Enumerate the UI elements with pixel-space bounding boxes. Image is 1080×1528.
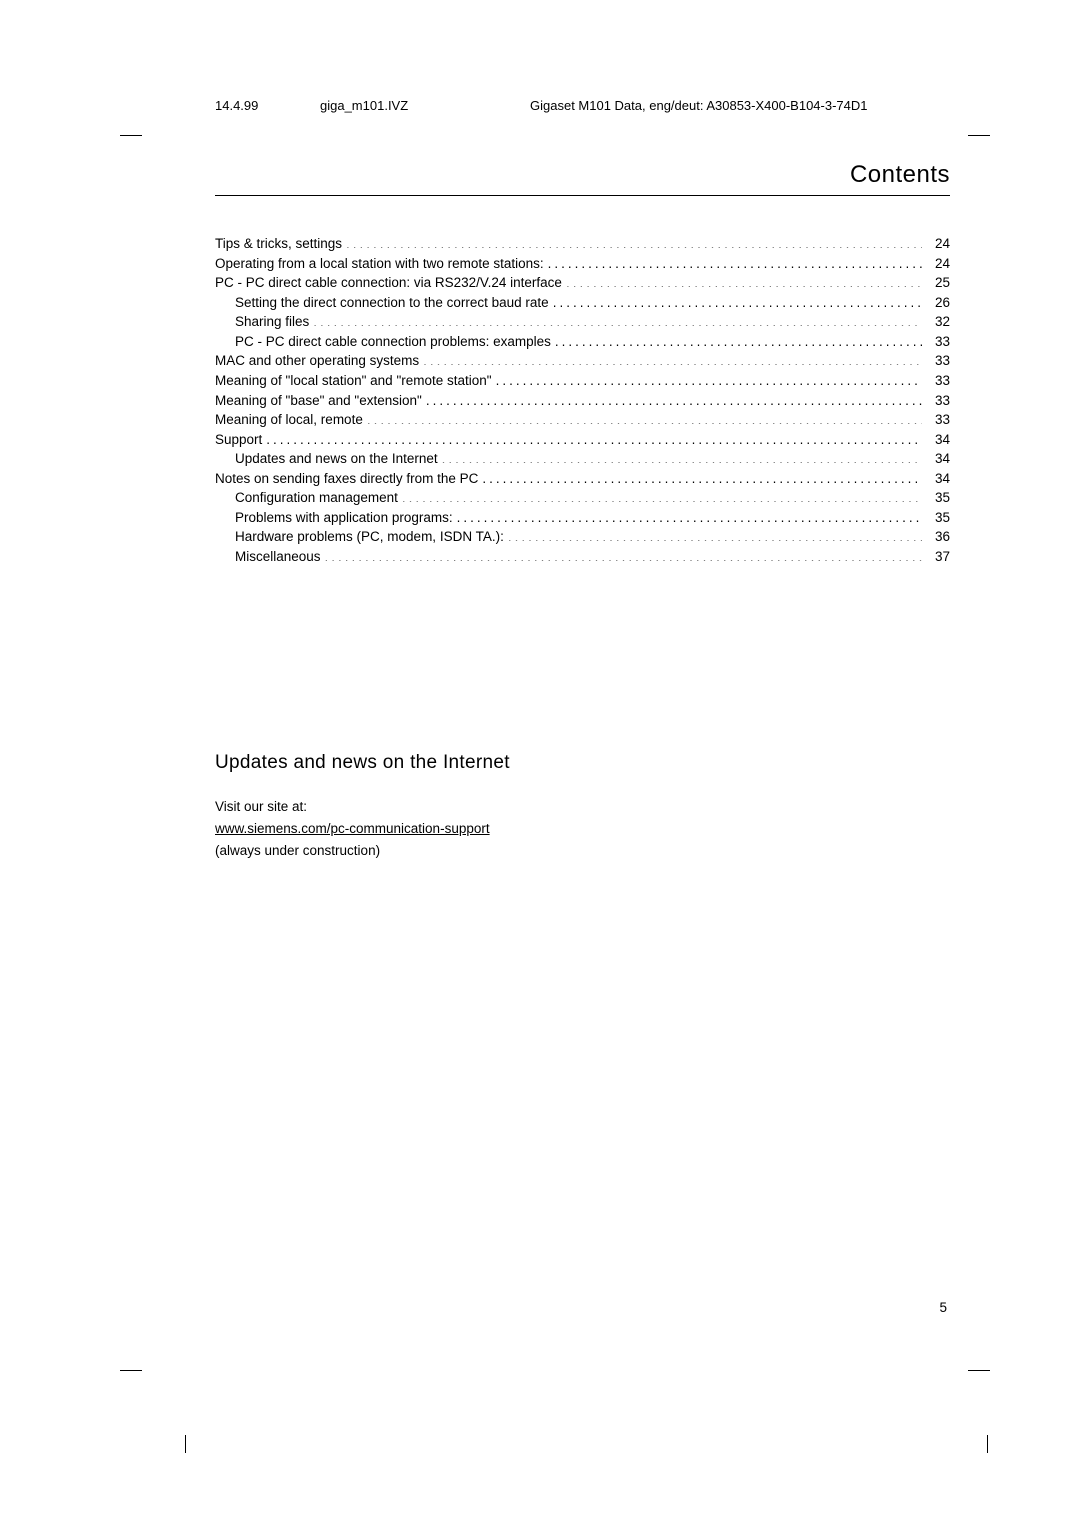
toc-page: 34	[926, 430, 950, 450]
toc-label: Meaning of "local station" and "remote s…	[215, 371, 492, 391]
toc-label: Operating from a local station with two …	[215, 254, 544, 274]
contents-title: Contents	[215, 161, 950, 196]
toc-page: 33	[926, 410, 950, 430]
toc-row: Support 34	[215, 430, 950, 450]
crop-mark-br	[968, 1370, 990, 1371]
section-title: Updates and news on the Internet	[215, 752, 950, 774]
toc-row: Meaning of "local station" and "remote s…	[215, 371, 950, 391]
crop-mark-tl	[120, 135, 142, 136]
toc-label: Tips & tricks, settings	[215, 234, 342, 254]
toc-label: Configuration management	[235, 488, 398, 508]
toc-page: 33	[926, 371, 950, 391]
toc-label: Meaning of "base" and "extension"	[215, 391, 422, 411]
toc-page: 33	[926, 332, 950, 352]
toc-dots	[426, 391, 922, 405]
toc-dots	[508, 528, 922, 542]
section-body: Visit our site at: www.siemens.com/pc-co…	[215, 796, 950, 863]
toc-page: 35	[926, 508, 950, 528]
page-number: 5	[939, 1300, 947, 1315]
toc-dots	[402, 489, 922, 503]
toc-row: Tips & tricks, settings 24	[215, 234, 950, 254]
toc-dots	[313, 313, 922, 327]
toc-label: Setting the direct connection to the cor…	[235, 293, 549, 313]
toc-dots	[457, 508, 922, 522]
toc-page: 35	[926, 488, 950, 508]
toc-row: Meaning of local, remote 33	[215, 410, 950, 430]
toc-row: Setting the direct connection to the cor…	[215, 293, 950, 313]
toc-page: 25	[926, 273, 950, 293]
toc-dots	[496, 371, 922, 385]
header-row: 14.4.99 giga_m101.IVZ Gigaset M101 Data,…	[215, 98, 950, 113]
crop-tick-left	[185, 1435, 186, 1453]
toc-label: Problems with application programs:	[235, 508, 453, 528]
toc-dots	[423, 352, 922, 366]
toc-page: 33	[926, 351, 950, 371]
toc-label: Meaning of local, remote	[215, 410, 363, 430]
construction-note: (always under construction)	[215, 840, 950, 862]
toc-row: PC - PC direct cable connection problems…	[215, 332, 950, 352]
header-date: 14.4.99	[215, 98, 320, 113]
table-of-contents: Tips & tricks, settings 24 Operating fro…	[215, 234, 950, 567]
toc-label: PC - PC direct cable connection problems…	[235, 332, 551, 352]
toc-label: Sharing files	[235, 312, 309, 332]
toc-row: MAC and other operating systems 33	[215, 351, 950, 371]
toc-row: Miscellaneous 37	[215, 547, 950, 567]
toc-dots	[367, 411, 922, 425]
toc-dots	[553, 293, 922, 307]
toc-row: PC - PC direct cable connection: via RS2…	[215, 273, 950, 293]
toc-page: 32	[926, 312, 950, 332]
toc-label: PC - PC direct cable connection: via RS2…	[215, 273, 562, 293]
toc-label: Miscellaneous	[235, 547, 321, 567]
toc-dots	[566, 274, 922, 288]
site-url: www.siemens.com/pc-communication-support	[215, 818, 950, 840]
toc-page: 26	[926, 293, 950, 313]
toc-dots	[482, 469, 922, 483]
crop-tick-right	[987, 1435, 988, 1453]
toc-dots	[266, 430, 922, 444]
toc-page: 24	[926, 234, 950, 254]
toc-label: Updates and news on the Internet	[235, 449, 438, 469]
toc-dots	[555, 332, 922, 346]
toc-page: 37	[926, 547, 950, 567]
toc-label: MAC and other operating systems	[215, 351, 419, 371]
toc-page: 34	[926, 469, 950, 489]
toc-dots	[548, 254, 922, 268]
crop-mark-bl	[120, 1370, 142, 1371]
toc-row: Configuration management 35	[215, 488, 950, 508]
toc-row: Updates and news on the Internet 34	[215, 449, 950, 469]
page-container: 14.4.99 giga_m101.IVZ Gigaset M101 Data,…	[0, 0, 1080, 862]
header-file: giga_m101.IVZ	[320, 98, 530, 113]
toc-page: 33	[926, 391, 950, 411]
visit-text: Visit our site at:	[215, 796, 950, 818]
toc-row: Problems with application programs: 35	[215, 508, 950, 528]
toc-row: Notes on sending faxes directly from the…	[215, 469, 950, 489]
toc-row: Operating from a local station with two …	[215, 254, 950, 274]
toc-label: Hardware problems (PC, modem, ISDN TA.):	[235, 527, 504, 547]
toc-row: Hardware problems (PC, modem, ISDN TA.):…	[215, 527, 950, 547]
toc-page: 36	[926, 527, 950, 547]
toc-label: Notes on sending faxes directly from the…	[215, 469, 478, 489]
toc-label: Support	[215, 430, 262, 450]
toc-dots	[442, 450, 922, 464]
toc-dots	[325, 548, 922, 562]
toc-row: Sharing files 32	[215, 312, 950, 332]
section-updates: Updates and news on the Internet Visit o…	[215, 752, 950, 863]
toc-dots	[346, 235, 922, 249]
crop-mark-tr	[968, 135, 990, 136]
toc-row: Meaning of "base" and "extension" 33	[215, 391, 950, 411]
toc-page: 24	[926, 254, 950, 274]
toc-page: 34	[926, 449, 950, 469]
header-title: Gigaset M101 Data, eng/deut: A30853-X400…	[530, 98, 950, 113]
